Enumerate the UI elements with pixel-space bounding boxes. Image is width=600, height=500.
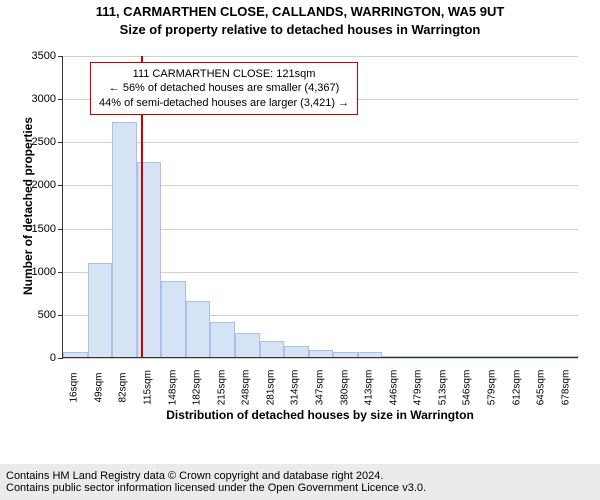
x-tick-label: 49sqm [93,372,104,402]
x-tick-label: 678sqm [560,370,571,406]
histogram-bar [63,352,88,357]
annotation-line-3: 44% of semi-detached houses are larger (… [99,96,349,110]
y-tick-label: 0 [24,352,56,364]
x-tick-label: 16sqm [69,372,80,402]
y-tick-label: 3000 [24,93,56,105]
x-tick-label: 115sqm [143,370,154,405]
x-tick-label: 413sqm [364,370,375,406]
x-tick-label: 546sqm [462,370,473,406]
annotation-line-2: ← 56% of detached houses are smaller (4,… [99,81,349,95]
histogram-bar [235,333,260,357]
x-tick-label: 182sqm [192,370,203,406]
histogram-bar [505,356,530,357]
histogram-bar [210,322,235,357]
histogram-bar [284,346,309,357]
x-tick-label: 380sqm [339,370,350,406]
histogram-bar [333,352,358,357]
chart-subtitle: Size of property relative to detached ho… [0,22,600,37]
y-tick-label: 2500 [24,136,56,148]
x-tick-label: 446sqm [388,370,399,406]
histogram-bar [432,356,457,357]
footnote-line-1: Contains HM Land Registry data © Crown c… [6,470,594,482]
histogram-bar [456,356,481,357]
histogram-bar [309,350,334,357]
histogram-bar [112,122,137,357]
histogram-bar [186,301,211,357]
annotation-line-1: 111 CARMARTHEN CLOSE: 121sqm [99,67,349,81]
histogram-bar [407,356,432,357]
chart-container: 111, CARMARTHEN CLOSE, CALLANDS, WARRING… [0,0,600,500]
x-tick-label: 612sqm [511,370,522,406]
histogram-bar [554,356,579,357]
x-tick-label: 148sqm [167,370,178,406]
y-tick-label: 3500 [24,50,56,62]
histogram-bar [358,352,383,357]
grid-line [63,358,578,359]
histogram-bar [88,263,113,357]
histogram-bar [260,341,285,357]
x-tick-label: 82sqm [118,372,129,402]
histogram-bar [530,356,555,357]
y-tick-label: 500 [24,309,56,321]
x-tick-label: 479sqm [413,370,424,406]
histogram-bar [161,281,186,357]
y-tick-label: 1500 [24,223,56,235]
y-tick-label: 2000 [24,179,56,191]
marker-annotation: 111 CARMARTHEN CLOSE: 121sqm ← 56% of de… [90,62,358,115]
histogram-bar [382,356,407,357]
x-axis-label: Distribution of detached houses by size … [62,408,578,422]
x-tick-label: 281sqm [265,370,276,406]
chart-title: 111, CARMARTHEN CLOSE, CALLANDS, WARRING… [0,4,600,19]
x-tick-label: 314sqm [290,370,301,406]
histogram-bar [481,356,506,357]
x-tick-label: 579sqm [487,370,498,406]
y-tick-label: 1000 [24,266,56,278]
x-tick-label: 248sqm [241,370,252,406]
footnote-line-2: Contains public sector information licen… [6,482,594,494]
x-tick-label: 347sqm [315,370,326,406]
x-tick-label: 513sqm [437,370,448,406]
x-tick-label: 645sqm [536,370,547,406]
footnote: Contains HM Land Registry data © Crown c… [0,464,600,500]
x-tick-label: 215sqm [216,370,227,406]
